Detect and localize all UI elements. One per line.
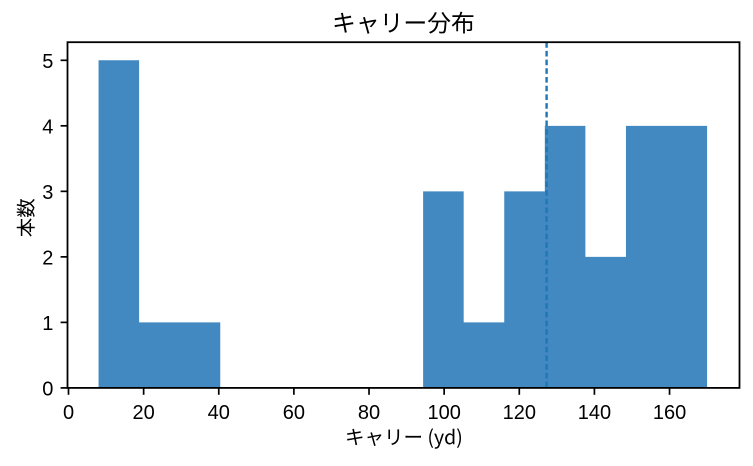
- svg-text:1: 1: [42, 313, 53, 335]
- svg-text:3: 3: [42, 182, 53, 204]
- svg-text:140: 140: [578, 402, 611, 424]
- svg-text:2: 2: [42, 247, 53, 269]
- svg-text:100: 100: [427, 402, 460, 424]
- svg-text:60: 60: [283, 402, 305, 424]
- svg-text:120: 120: [503, 402, 536, 424]
- svg-text:40: 40: [208, 402, 230, 424]
- svg-text:4: 4: [42, 116, 53, 138]
- svg-text:0: 0: [63, 402, 74, 424]
- svg-text:20: 20: [133, 402, 155, 424]
- svg-text:5: 5: [42, 51, 53, 73]
- svg-text:80: 80: [358, 402, 380, 424]
- svg-text:0: 0: [42, 379, 53, 401]
- svg-text:160: 160: [653, 402, 686, 424]
